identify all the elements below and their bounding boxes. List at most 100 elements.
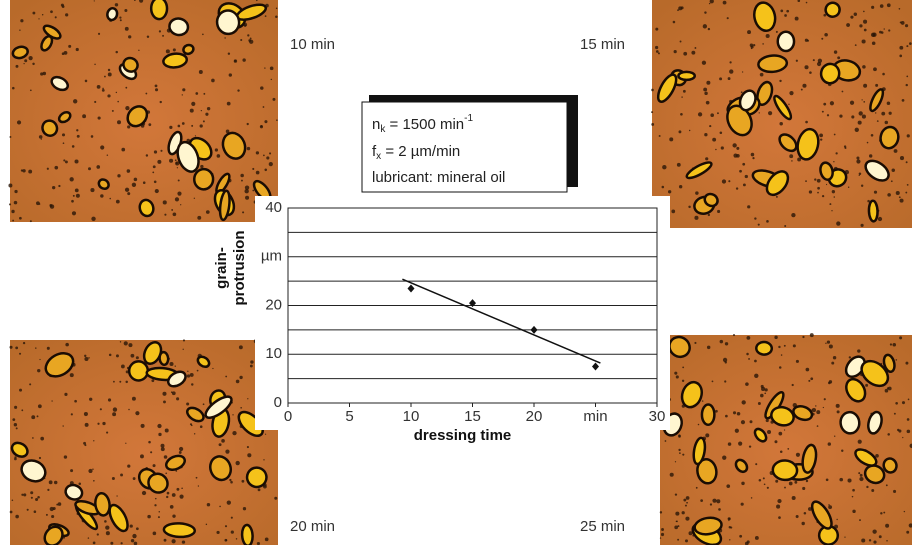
speck	[849, 100, 855, 105]
speck	[169, 505, 174, 509]
speck	[747, 30, 752, 35]
speck	[181, 94, 183, 96]
speck	[803, 512, 807, 515]
speck	[54, 16, 57, 19]
x-tick-label: 15	[464, 408, 481, 425]
speck	[97, 422, 100, 425]
speck	[35, 347, 37, 349]
speck	[205, 523, 208, 526]
speck	[130, 538, 135, 543]
speck	[241, 479, 245, 483]
speck	[869, 154, 873, 158]
speck	[38, 135, 43, 139]
speck	[853, 12, 858, 16]
speck	[84, 422, 89, 427]
speck	[135, 411, 140, 416]
speck	[102, 421, 106, 426]
speck	[674, 371, 678, 375]
speck	[106, 431, 109, 434]
speck	[97, 32, 101, 35]
speck	[125, 380, 128, 384]
speck	[850, 15, 854, 19]
speck	[704, 91, 708, 96]
speck	[127, 464, 131, 468]
speck	[15, 514, 19, 519]
speck	[682, 366, 685, 369]
speck	[658, 134, 661, 137]
grain	[700, 403, 716, 427]
grain	[696, 457, 718, 485]
speck	[154, 497, 157, 500]
speck	[712, 498, 717, 503]
grain	[10, 441, 29, 458]
grain	[677, 70, 697, 82]
grain	[668, 335, 691, 359]
speck	[740, 420, 746, 425]
speck	[863, 100, 866, 103]
speck	[885, 484, 888, 487]
speck	[906, 75, 909, 78]
x-tick-label: 10	[403, 408, 420, 425]
speck	[245, 195, 250, 200]
speck	[704, 11, 707, 14]
speck	[115, 91, 118, 94]
speck	[901, 401, 906, 405]
grain	[106, 7, 119, 22]
grain	[138, 198, 155, 218]
speck	[879, 4, 884, 8]
speck	[275, 7, 278, 10]
speck	[847, 186, 850, 188]
speck	[162, 391, 167, 396]
speck	[875, 454, 879, 458]
speck	[789, 154, 794, 159]
speck	[886, 3, 891, 8]
speck	[871, 489, 875, 492]
speck	[112, 407, 118, 412]
speck	[160, 443, 165, 448]
chart-panel	[255, 196, 670, 430]
speck	[20, 19, 24, 23]
speck	[724, 380, 727, 383]
speck	[826, 114, 830, 117]
speck	[888, 111, 892, 115]
speck	[705, 433, 710, 438]
speck	[878, 535, 882, 539]
data-point	[530, 325, 538, 334]
speck	[694, 47, 697, 49]
speck	[833, 133, 836, 136]
speck	[163, 400, 166, 404]
speck	[880, 512, 883, 515]
speck	[859, 24, 863, 28]
speck	[238, 345, 243, 350]
speck	[775, 195, 778, 198]
speck	[248, 39, 252, 42]
speck	[821, 194, 825, 198]
speck	[83, 441, 87, 445]
speck	[722, 0, 727, 5]
speck	[861, 99, 863, 101]
speck	[45, 513, 48, 516]
speck	[158, 510, 161, 513]
caption: 20 min	[290, 518, 335, 535]
speck	[139, 0, 144, 3]
speck	[141, 490, 147, 496]
speck	[802, 335, 805, 339]
speck	[752, 44, 756, 47]
speck	[767, 429, 772, 434]
speck	[860, 184, 864, 187]
speck	[708, 2, 711, 5]
speck	[871, 5, 875, 9]
speck	[834, 435, 836, 437]
speck	[856, 156, 860, 160]
speck	[901, 98, 905, 102]
speck	[766, 220, 769, 223]
grain	[176, 140, 200, 173]
grain	[879, 125, 900, 150]
speck	[176, 397, 180, 401]
speck	[203, 92, 206, 95]
grain	[703, 192, 719, 208]
grain	[162, 52, 189, 69]
speck	[863, 10, 865, 13]
speck	[94, 100, 97, 104]
